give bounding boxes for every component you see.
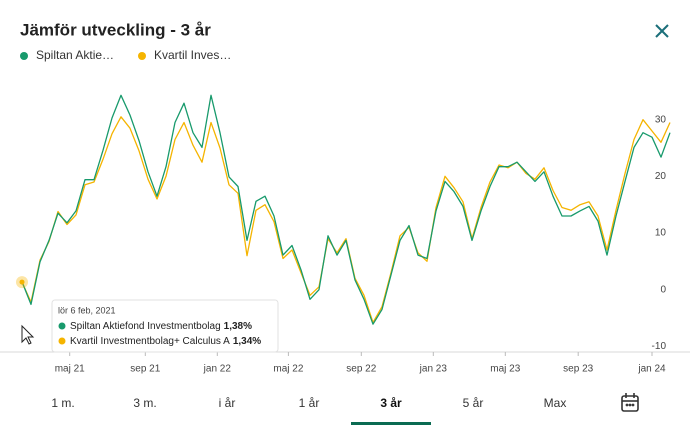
tooltip: lör 6 feb, 2021 Spiltan Aktiefond Investm… xyxy=(51,299,279,353)
period-tabs: 1 m. 3 m. i år 1 år 3 år 5 år Max xyxy=(51,396,566,425)
tooltip-value: 1,34% xyxy=(233,336,261,347)
y-tick-label: 10 xyxy=(655,228,667,239)
period-tab[interactable]: Max xyxy=(544,396,567,410)
x-tick-label: jan 24 xyxy=(637,364,666,375)
y-tick-label: -10 xyxy=(652,341,667,352)
calendar-button[interactable] xyxy=(621,393,639,412)
legend-swatch xyxy=(20,52,28,60)
x-tick-label: jan 22 xyxy=(203,364,232,375)
period-tab[interactable]: 3 år xyxy=(380,396,402,410)
period-tab[interactable]: 1 år xyxy=(299,396,320,410)
close-button[interactable] xyxy=(655,24,669,38)
tooltip-date: lör 6 feb, 2021 xyxy=(58,305,116,315)
period-tab[interactable]: 3 m. xyxy=(133,396,156,410)
period-tab[interactable]: 5 år xyxy=(463,396,484,410)
x-tick-label: maj 22 xyxy=(273,364,303,375)
x-tick-label: jan 23 xyxy=(419,364,448,375)
tooltip-name: Kvartil Investmentbolag+ Calculus A xyxy=(70,336,230,347)
y-tick-label: 0 xyxy=(660,284,666,295)
y-tick-label: 20 xyxy=(655,171,667,182)
dialog-title: Jämför utveckling - 3 år xyxy=(20,20,211,39)
series-line xyxy=(21,116,671,324)
tooltip-swatch xyxy=(58,337,66,345)
tooltip-name: Spiltan Aktiefond Investmentbolag xyxy=(70,321,221,332)
y-tick-label: 30 xyxy=(655,114,667,125)
legend-swatch xyxy=(138,52,146,60)
period-tab[interactable]: 1 m. xyxy=(51,396,74,410)
x-tick-label: sep 22 xyxy=(346,364,376,375)
tooltip-row: Kvartil Investmentbolag+ Calculus A 1,34% xyxy=(70,336,261,347)
legend: Spiltan Aktie… Kvartil Inves… xyxy=(20,48,231,62)
period-tab[interactable]: i år xyxy=(219,396,236,410)
mouse-cursor xyxy=(21,324,35,345)
tooltip-row: Spiltan Aktiefond Investmentbolag 1,38% xyxy=(70,321,252,332)
legend-label: Spiltan Aktie… xyxy=(36,48,114,62)
selected-tab-indicator xyxy=(351,422,431,425)
x-tick-label: sep 21 xyxy=(130,364,160,375)
x-tick-label: sep 23 xyxy=(563,364,593,375)
series-line xyxy=(21,94,671,325)
x-tick-label: maj 21 xyxy=(55,364,85,375)
tooltip-value: 1,38% xyxy=(224,321,252,332)
tooltip-swatch xyxy=(58,322,66,330)
tooltip-box xyxy=(51,299,279,353)
legend-label: Kvartil Inves… xyxy=(154,48,231,62)
x-tick-label: maj 23 xyxy=(490,364,520,375)
hover-point xyxy=(19,279,25,285)
plot: -10 0 10 20 30 maj 21 sep 21 jan 22 maj 22 sep 22… xyxy=(0,94,690,375)
